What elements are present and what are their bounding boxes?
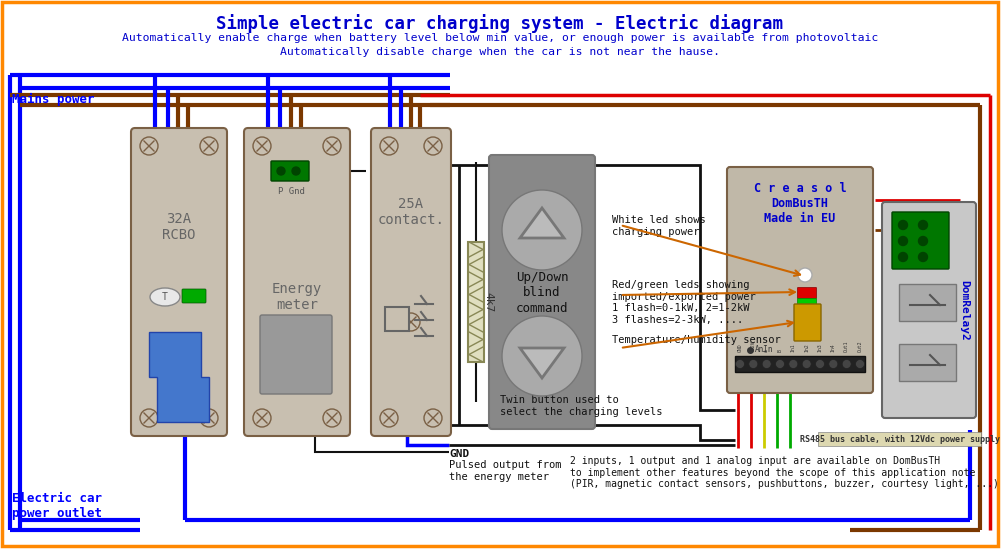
- FancyBboxPatch shape: [818, 432, 981, 446]
- Circle shape: [776, 360, 785, 368]
- Text: DomRelay2: DomRelay2: [959, 279, 969, 340]
- Text: Energy
meter: Energy meter: [272, 282, 322, 312]
- Text: Out2: Out2: [858, 340, 863, 352]
- Text: Red/green leds showing
imported/exported power
1 flash=0-1kW, 2=1-2kW
3 flashes=: Red/green leds showing imported/exported…: [612, 280, 756, 325]
- FancyBboxPatch shape: [798, 288, 817, 299]
- FancyBboxPatch shape: [892, 212, 949, 269]
- Polygon shape: [149, 332, 209, 422]
- Text: T: T: [162, 292, 168, 302]
- Text: Up/Down
blind
command: Up/Down blind command: [516, 272, 569, 315]
- Circle shape: [829, 360, 838, 368]
- Text: In4: In4: [831, 343, 836, 352]
- Circle shape: [380, 137, 398, 155]
- Circle shape: [919, 253, 928, 261]
- Circle shape: [789, 360, 798, 368]
- Polygon shape: [520, 348, 564, 378]
- FancyBboxPatch shape: [899, 344, 956, 381]
- FancyBboxPatch shape: [385, 307, 409, 331]
- FancyBboxPatch shape: [131, 128, 227, 436]
- FancyBboxPatch shape: [735, 356, 865, 372]
- Text: Temperature/humidity sensor: Temperature/humidity sensor: [612, 335, 781, 345]
- Text: 25A
contact.: 25A contact.: [377, 197, 444, 227]
- Circle shape: [140, 137, 158, 155]
- Text: AnIn: AnIn: [755, 345, 774, 355]
- Circle shape: [816, 360, 825, 368]
- Circle shape: [200, 137, 218, 155]
- Text: C r e a s o l
DomBusTH
Made in EU: C r e a s o l DomBusTH Made in EU: [754, 182, 846, 225]
- FancyBboxPatch shape: [899, 284, 956, 321]
- Text: P Gnd: P Gnd: [277, 187, 304, 196]
- FancyBboxPatch shape: [882, 202, 976, 418]
- Circle shape: [140, 409, 158, 427]
- Circle shape: [277, 167, 285, 175]
- Circle shape: [292, 167, 300, 175]
- Circle shape: [424, 137, 442, 155]
- Text: Automatically disable charge when the car is not near the hause.: Automatically disable charge when the ca…: [280, 47, 720, 57]
- Text: GND: GND: [449, 449, 469, 459]
- Text: In1: In1: [791, 343, 796, 352]
- FancyBboxPatch shape: [244, 128, 350, 436]
- Circle shape: [323, 409, 341, 427]
- Circle shape: [253, 409, 271, 427]
- Text: Mains power: Mains power: [12, 93, 94, 106]
- Circle shape: [842, 360, 851, 368]
- FancyBboxPatch shape: [2, 2, 998, 546]
- FancyBboxPatch shape: [489, 155, 595, 429]
- Polygon shape: [520, 208, 564, 238]
- Circle shape: [424, 409, 442, 427]
- FancyBboxPatch shape: [182, 289, 206, 303]
- Text: A: A: [764, 349, 769, 352]
- Circle shape: [762, 360, 771, 368]
- Circle shape: [899, 253, 908, 261]
- Text: In2: In2: [804, 343, 809, 352]
- Circle shape: [798, 268, 812, 282]
- FancyBboxPatch shape: [260, 315, 332, 394]
- Circle shape: [899, 237, 908, 245]
- Circle shape: [919, 237, 928, 245]
- Circle shape: [856, 360, 865, 368]
- Text: Electric car
power outlet: Electric car power outlet: [12, 492, 102, 520]
- FancyBboxPatch shape: [798, 299, 817, 310]
- Circle shape: [749, 360, 758, 368]
- Circle shape: [502, 190, 582, 270]
- Text: In3: In3: [818, 343, 823, 352]
- Circle shape: [200, 409, 218, 427]
- Text: Simple electric car charging system - Electric diagram: Simple electric car charging system - El…: [216, 14, 784, 33]
- Circle shape: [736, 360, 745, 368]
- FancyBboxPatch shape: [371, 128, 451, 436]
- Text: White led shows
charging power: White led shows charging power: [612, 215, 706, 237]
- Text: RS485 bus cable, with 12Vdc power supply: RS485 bus cable, with 12Vdc power supply: [800, 434, 1000, 444]
- Text: Pulsed output from
the energy meter: Pulsed output from the energy meter: [449, 460, 562, 481]
- Text: Automatically enable charge when battery level below min value, or enough power : Automatically enable charge when battery…: [122, 33, 878, 43]
- Text: Out1: Out1: [844, 340, 849, 352]
- Ellipse shape: [150, 288, 180, 306]
- Circle shape: [502, 316, 582, 396]
- FancyBboxPatch shape: [271, 161, 309, 181]
- Circle shape: [380, 409, 398, 427]
- Text: GND: GND: [738, 343, 743, 352]
- Text: +12V: +12V: [751, 340, 756, 352]
- Circle shape: [899, 221, 908, 229]
- Text: Twin button used to
select the charging levels: Twin button used to select the charging …: [500, 395, 663, 417]
- FancyBboxPatch shape: [794, 304, 821, 341]
- FancyBboxPatch shape: [468, 242, 484, 362]
- Text: 4k7: 4k7: [483, 292, 493, 312]
- Text: B: B: [778, 349, 783, 352]
- FancyBboxPatch shape: [727, 167, 873, 393]
- Text: 32A
RCBO: 32A RCBO: [162, 212, 196, 242]
- Text: 2 inputs, 1 output and 1 analog input are available on DomBusTH
to implement oth: 2 inputs, 1 output and 1 analog input ar…: [570, 456, 999, 489]
- Circle shape: [802, 360, 811, 368]
- Circle shape: [919, 221, 928, 229]
- Circle shape: [402, 313, 420, 331]
- Circle shape: [323, 137, 341, 155]
- Circle shape: [253, 137, 271, 155]
